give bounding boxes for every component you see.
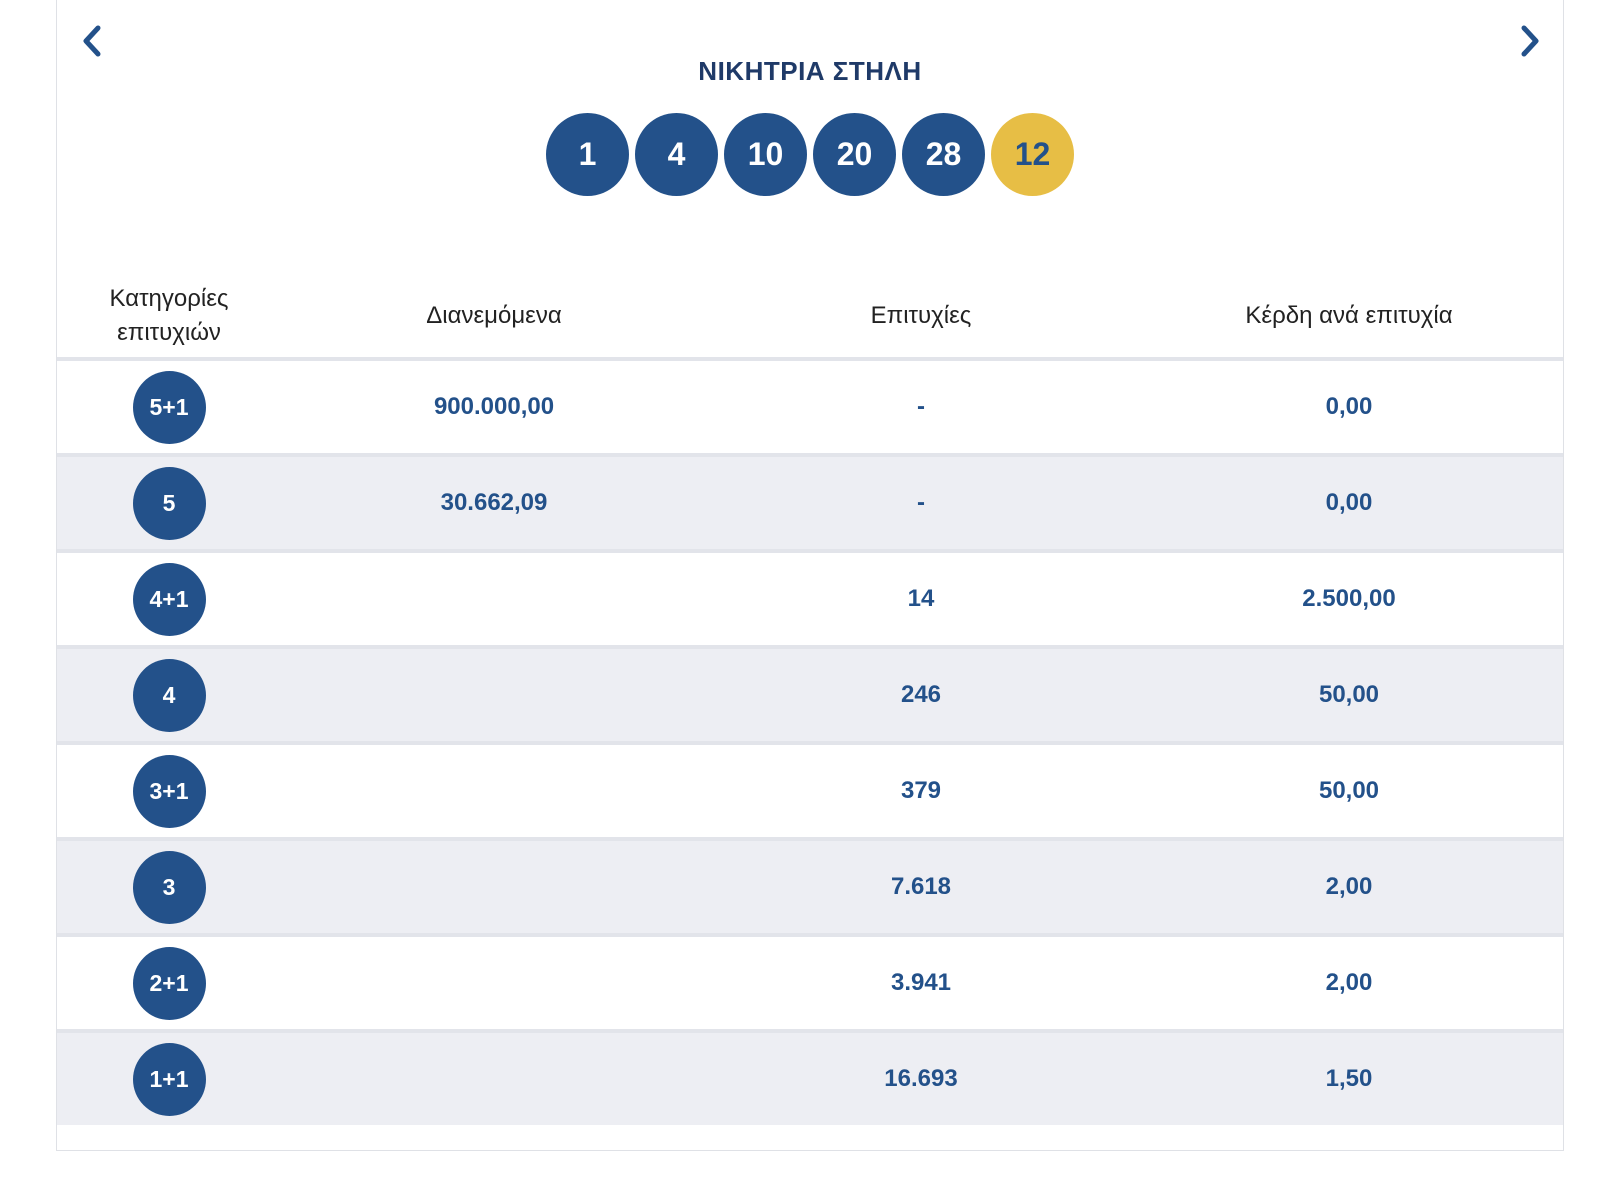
winning-numbers: 1 4 10 20 28 12 bbox=[57, 113, 1563, 196]
table-row: 2+1 3.941 2,00 bbox=[57, 933, 1563, 1029]
table-row: 4 246 50,00 bbox=[57, 645, 1563, 741]
chevron-left-icon bbox=[83, 25, 101, 57]
header-category-line1: Κατηγορίες bbox=[109, 285, 229, 312]
category-badge: 3 bbox=[132, 850, 206, 924]
header-category-line2: επιτυχιών bbox=[117, 319, 221, 346]
previous-draw-button[interactable] bbox=[75, 22, 109, 60]
table-row: 5+1 900.000,00 - 0,00 bbox=[57, 357, 1563, 453]
prize-cell: 1,50 bbox=[1325, 1065, 1373, 1092]
header-prize: Κέρδη ανά επιτυχία bbox=[1245, 302, 1453, 329]
prize-cell: 50,00 bbox=[1318, 777, 1380, 804]
winners-cell: - bbox=[917, 489, 925, 516]
header-distributed: Διανεμόμενα bbox=[426, 302, 562, 329]
category-badge: 4+1 bbox=[132, 562, 206, 636]
header-winners: Επιτυχίες bbox=[870, 302, 972, 329]
prize-cell: 0,00 bbox=[1325, 393, 1373, 420]
table-row: 3 7.618 2,00 bbox=[57, 837, 1563, 933]
category-badge: 2+1 bbox=[132, 946, 206, 1020]
prize-cell: 2,00 bbox=[1325, 873, 1373, 900]
winning-column-title: ΝΙΚΗΤΡΙΑ ΣΤΗΛΗ bbox=[698, 56, 922, 86]
number-ball: 28 bbox=[902, 113, 985, 196]
next-draw-button[interactable] bbox=[1513, 22, 1547, 60]
winners-cell: 16.693 bbox=[884, 1065, 958, 1092]
winners-cell: 3.941 bbox=[890, 969, 952, 996]
winners-cell: 246 bbox=[900, 681, 942, 708]
bonus-ball: 12 bbox=[991, 113, 1074, 196]
prize-table: 5+1 900.000,00 - 0,00 5 30.662,09 - 0,00… bbox=[57, 357, 1563, 1125]
table-row: 4+1 14 2.500,00 bbox=[57, 549, 1563, 645]
chevron-right-icon bbox=[1521, 25, 1539, 57]
category-badge: 1+1 bbox=[132, 1042, 206, 1116]
number-ball: 4 bbox=[635, 113, 718, 196]
table-header: Κατηγορίες επιτυχιών Διανεμόμενα Επιτυχί… bbox=[57, 274, 1563, 358]
prize-cell: 2.500,00 bbox=[1302, 585, 1396, 612]
table-row: 5 30.662,09 - 0,00 bbox=[57, 453, 1563, 549]
prize-cell: 0,00 bbox=[1325, 489, 1373, 516]
number-ball: 20 bbox=[813, 113, 896, 196]
category-badge: 4 bbox=[132, 658, 206, 732]
number-ball: 10 bbox=[724, 113, 807, 196]
winners-cell: - bbox=[917, 393, 925, 420]
category-badge: 5 bbox=[132, 466, 206, 540]
prize-cell: 50,00 bbox=[1318, 681, 1380, 708]
number-ball: 1 bbox=[546, 113, 629, 196]
distributed-cell: 900.000,00 bbox=[433, 393, 555, 420]
table-row: 1+1 16.693 1,50 bbox=[57, 1029, 1563, 1125]
category-badge: 5+1 bbox=[132, 370, 206, 444]
prize-cell: 2,00 bbox=[1325, 969, 1373, 996]
winners-cell: 14 bbox=[907, 585, 935, 612]
winners-cell: 7.618 bbox=[890, 873, 952, 900]
header-category: Κατηγορίες επιτυχιών bbox=[57, 282, 281, 350]
results-panel: ΝΙΚΗΤΡΙΑ ΣΤΗΛΗ 1 4 10 20 28 12 Κατηγορίε… bbox=[56, 0, 1564, 1151]
category-badge: 3+1 bbox=[132, 754, 206, 828]
winners-cell: 379 bbox=[900, 777, 942, 804]
distributed-cell: 30.662,09 bbox=[440, 489, 548, 516]
table-row: 3+1 379 50,00 bbox=[57, 741, 1563, 837]
